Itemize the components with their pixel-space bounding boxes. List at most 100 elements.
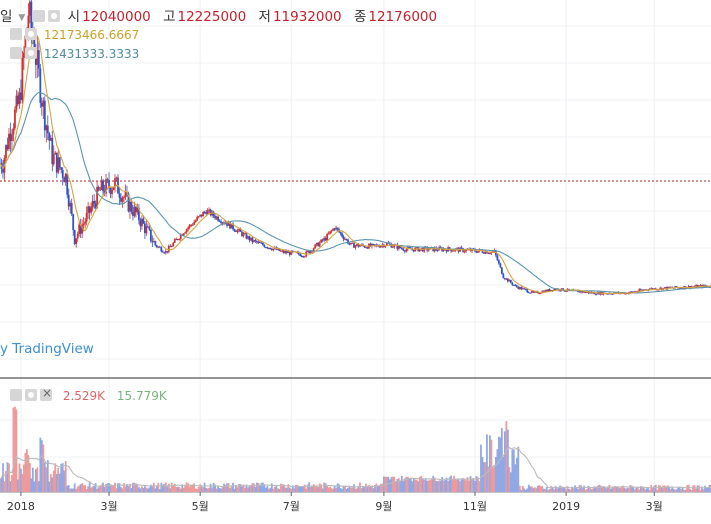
- volume-bar: [259, 484, 261, 492]
- volume-bar: [639, 486, 642, 492]
- volume-bar: [173, 483, 176, 492]
- candle-body: [233, 229, 236, 231]
- candle-body: [52, 154, 55, 165]
- gear-icon[interactable]: [48, 10, 61, 22]
- volume-bar: [544, 489, 547, 492]
- candle-body: [675, 286, 678, 288]
- volume-bar: [481, 457, 484, 492]
- volume-bar: [677, 487, 680, 492]
- volume-bar: [217, 485, 219, 492]
- volume-bar: [613, 487, 615, 492]
- volume-bar: [151, 486, 154, 492]
- candle-body: [224, 223, 227, 225]
- candle-body: [139, 220, 142, 227]
- volume-bar: [34, 469, 37, 492]
- volume-bar: [291, 485, 294, 492]
- candle-body: [157, 246, 160, 248]
- volume-bar: [563, 487, 566, 492]
- volume-bar: [687, 484, 690, 492]
- candle-body: [563, 290, 566, 292]
- candle-body: [256, 241, 258, 243]
- volume-bar: [37, 481, 40, 492]
- candle-body: [279, 250, 282, 252]
- candle-body: [302, 256, 305, 258]
- candle-body: [94, 203, 97, 208]
- eye-icon[interactable]: [10, 47, 22, 59]
- candle-body: [614, 292, 617, 294]
- volume-bar: [60, 463, 63, 492]
- volume-bar: [596, 485, 599, 492]
- candle-body: [235, 230, 237, 233]
- candle-body: [253, 240, 255, 242]
- candle-body: [544, 290, 547, 293]
- candle-body: [506, 278, 509, 282]
- volume-bar: [678, 487, 681, 492]
- volume-bar: [562, 487, 565, 492]
- volume-bar: [327, 487, 330, 492]
- volume-bar: [379, 483, 382, 492]
- candle-body: [351, 242, 354, 244]
- volume-bar: [630, 485, 633, 492]
- gear-icon[interactable]: [25, 47, 37, 59]
- chevron-down-icon[interactable]: ▼: [18, 13, 26, 23]
- volume-ma-line: [0, 446, 711, 489]
- time-axis-label: 3월: [646, 500, 663, 513]
- candle-body: [503, 278, 506, 280]
- gear-icon[interactable]: [25, 389, 37, 401]
- gear-icon[interactable]: [25, 28, 37, 40]
- tradingview-watermark[interactable]: y TradingView: [0, 341, 94, 357]
- volume-bar: [572, 488, 575, 492]
- eye-icon[interactable]: [33, 10, 46, 22]
- candle-body: [185, 229, 188, 233]
- candle-body: [261, 242, 264, 245]
- candle-body: [309, 250, 312, 253]
- candle-body: [79, 224, 82, 234]
- candle-body: [69, 203, 72, 207]
- eye-icon[interactable]: [10, 28, 22, 40]
- volume-bar: [348, 485, 351, 492]
- candle-body: [172, 242, 175, 247]
- volume-bar: [554, 486, 557, 492]
- volume-bar: [302, 486, 305, 492]
- volume-bar: [414, 479, 417, 492]
- volume-bar: [557, 487, 560, 492]
- candle-body: [49, 137, 52, 141]
- volume-bar: [659, 485, 662, 492]
- candle-body: [436, 249, 439, 251]
- eye-icon[interactable]: [10, 389, 22, 401]
- candle-body: [705, 286, 708, 288]
- volume-bar: [61, 463, 64, 492]
- volume-bar: [63, 470, 66, 492]
- candle-body: [357, 244, 360, 247]
- volume-bar: [354, 488, 357, 492]
- candle-body: [587, 291, 590, 294]
- candle-body: [363, 245, 366, 248]
- close-icon[interactable]: [40, 386, 52, 401]
- candle-body: [285, 251, 288, 253]
- candle-body: [5, 145, 7, 159]
- candle-body: [442, 248, 445, 251]
- volume-bar: [444, 480, 447, 492]
- volume-bar: [618, 488, 621, 492]
- candle-body: [193, 222, 196, 225]
- volume-bar: [672, 488, 675, 492]
- volume-bar: [445, 477, 448, 492]
- candle-body: [135, 206, 137, 213]
- candle-body: [247, 236, 249, 239]
- candle-body: [695, 285, 697, 287]
- period-label[interactable]: 일: [0, 9, 13, 25]
- volume-bar: [397, 478, 400, 492]
- ma-long-value: 12431333.3333: [43, 47, 140, 61]
- volume-bar: [220, 488, 222, 492]
- volume-bar: [0, 477, 3, 492]
- volume-bar: [221, 487, 224, 492]
- low-value: 11932000: [272, 9, 342, 25]
- volume-bar: [577, 488, 579, 492]
- volume-bar: [332, 488, 334, 492]
- volume-bar: [541, 486, 544, 492]
- volume-bar: [496, 449, 499, 492]
- volume-bar: [478, 481, 481, 492]
- volume-bar: [254, 486, 257, 492]
- volume-bar: [48, 481, 51, 492]
